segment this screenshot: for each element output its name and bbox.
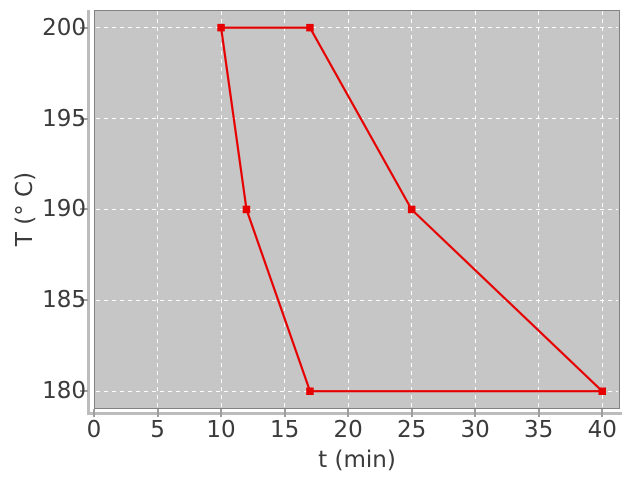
x-tick [474, 409, 477, 417]
x-tick-label: 35 [524, 417, 554, 443]
x-axis-spine [87, 412, 622, 415]
x-tick-label: 5 [150, 417, 165, 443]
y-tick-label: 185 [42, 287, 86, 314]
x-tick [156, 409, 159, 417]
y-axis-title: T (° C) [12, 171, 38, 247]
x-tick [220, 409, 223, 417]
x-tick [347, 409, 350, 417]
y-gridline [96, 390, 618, 392]
x-tick [283, 409, 286, 417]
y-tick-label: 195 [42, 105, 86, 132]
x-tick [410, 409, 413, 417]
y-gridline [96, 27, 618, 29]
x-tick-label: 30 [460, 417, 490, 443]
y-tick-label: 180 [42, 378, 86, 405]
x-tick [601, 409, 604, 417]
y-gridline [96, 208, 618, 210]
x-tick-label: 40 [587, 417, 617, 443]
y-gridline [96, 299, 618, 301]
y-tick [80, 299, 88, 302]
y-axis-spine [87, 9, 90, 415]
x-tick [537, 409, 540, 417]
x-tick [93, 409, 95, 417]
y-tick [80, 208, 88, 211]
x-tick-label: 20 [333, 417, 363, 443]
y-tick [80, 117, 88, 120]
y-tick-label: 190 [42, 196, 86, 223]
x-tick-label: 0 [86, 417, 102, 443]
x-axis-title: t (min) [318, 447, 396, 473]
x-tick-label: 10 [206, 417, 236, 443]
x-tick-label: 15 [269, 417, 300, 443]
y-tick [80, 26, 88, 29]
y-tick-label: 200 [42, 14, 86, 41]
x-tick-label: 25 [396, 417, 427, 443]
y-gridline [96, 118, 618, 120]
y-tick [80, 390, 88, 393]
